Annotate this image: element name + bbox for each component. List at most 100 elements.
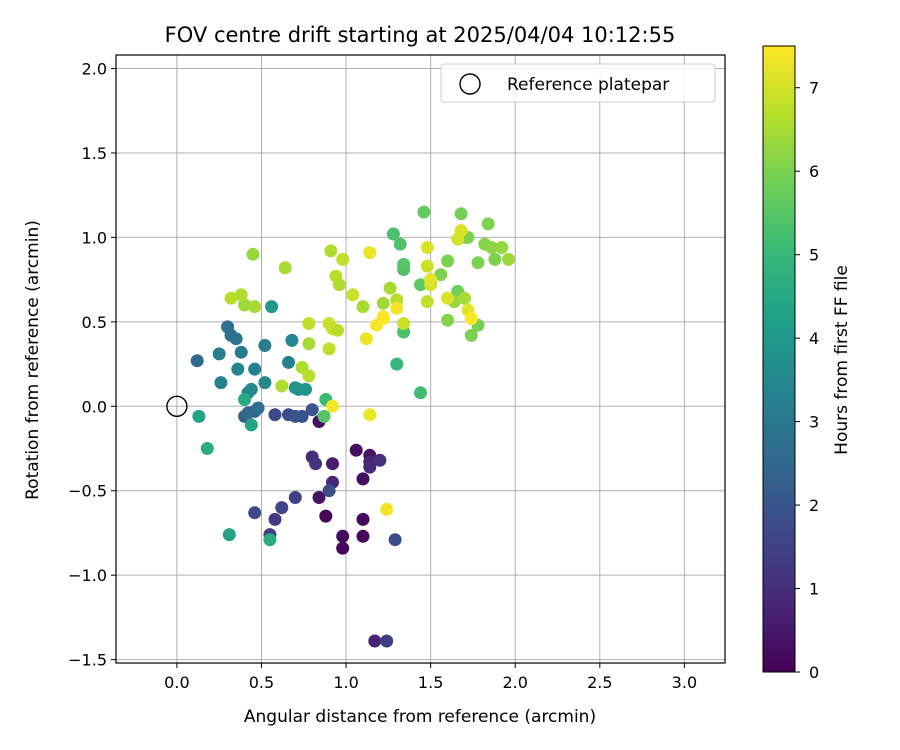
colorbar: 0 1 2 3 4 5 6 7 Hours from first FF file bbox=[762, 45, 852, 682]
y-axis-ticks: −1.5 −1.0 −0.5 0.0 0.5 1.0 1.5 2.0 bbox=[68, 60, 116, 670]
data-point bbox=[464, 312, 478, 325]
data-point bbox=[368, 634, 382, 648]
data-point bbox=[386, 227, 400, 241]
x-tick-label: 0.0 bbox=[164, 673, 189, 692]
data-point bbox=[356, 529, 370, 543]
data-point bbox=[309, 457, 323, 471]
data-point bbox=[380, 634, 394, 648]
colorbar-label: Hours from first FF file bbox=[832, 265, 852, 455]
reference-platepar-point bbox=[166, 395, 188, 417]
data-point bbox=[326, 457, 339, 471]
data-point bbox=[441, 313, 455, 327]
data-point bbox=[322, 484, 336, 498]
data-point bbox=[397, 257, 411, 271]
data-point bbox=[200, 442, 214, 455]
data-point bbox=[488, 252, 502, 266]
data-point bbox=[248, 362, 262, 376]
colorbar-tick-label: 2 bbox=[809, 496, 819, 515]
data-point bbox=[326, 399, 339, 413]
legend-label: Reference platepar bbox=[507, 75, 669, 95]
data-point bbox=[390, 357, 404, 371]
data-point bbox=[192, 409, 206, 423]
colorbar-tick-label: 1 bbox=[809, 580, 819, 599]
chart-title: FOV centre drift starting at 2025/04/04 … bbox=[165, 23, 676, 47]
data-point bbox=[288, 491, 302, 504]
x-tick-label: 2.0 bbox=[503, 673, 528, 692]
x-tick-label: 0.5 bbox=[249, 673, 274, 692]
data-point bbox=[454, 207, 468, 221]
data-point bbox=[420, 295, 434, 309]
x-tick-label: 1.5 bbox=[418, 673, 443, 692]
y-tick-label: 1.5 bbox=[82, 144, 107, 163]
data-point bbox=[363, 246, 377, 260]
x-axis-label: Angular distance from reference (arcmin) bbox=[244, 707, 596, 727]
data-point bbox=[331, 323, 345, 337]
colorbar-tick-label: 5 bbox=[809, 246, 819, 265]
data-point bbox=[356, 512, 370, 526]
data-point bbox=[234, 288, 248, 302]
y-tick-label: 1.0 bbox=[82, 228, 107, 247]
data-points bbox=[190, 205, 515, 648]
data-point bbox=[373, 453, 387, 467]
colorbar-tick-label: 6 bbox=[809, 162, 819, 181]
data-point bbox=[441, 254, 455, 268]
data-point bbox=[275, 501, 289, 515]
data-point bbox=[481, 217, 495, 231]
data-point bbox=[268, 512, 282, 526]
y-tick-label: 0.0 bbox=[82, 397, 107, 416]
data-point bbox=[278, 261, 292, 275]
data-point bbox=[214, 376, 228, 390]
data-point bbox=[285, 333, 299, 347]
data-point bbox=[502, 252, 515, 266]
data-point bbox=[464, 328, 478, 342]
x-tick-label: 1.0 bbox=[333, 673, 358, 692]
data-point bbox=[246, 247, 260, 261]
data-point bbox=[356, 472, 370, 486]
y-tick-label: −0.5 bbox=[68, 482, 107, 501]
colorbar-tick-label: 3 bbox=[809, 413, 819, 432]
data-point bbox=[388, 533, 402, 547]
data-point bbox=[495, 241, 509, 254]
data-point bbox=[231, 362, 245, 376]
data-point bbox=[336, 541, 350, 555]
data-point bbox=[336, 529, 350, 543]
data-point bbox=[229, 332, 243, 346]
legend-marker-icon bbox=[459, 73, 481, 95]
data-point bbox=[258, 376, 272, 390]
legend-box bbox=[440, 63, 716, 103]
data-point bbox=[359, 332, 373, 346]
data-point bbox=[319, 509, 333, 523]
data-point bbox=[420, 241, 434, 254]
plot-frame bbox=[115, 54, 726, 664]
data-point bbox=[383, 281, 397, 295]
data-point bbox=[397, 317, 411, 330]
colorbar-tick-label: 0 bbox=[809, 663, 819, 682]
data-point bbox=[302, 369, 316, 383]
data-point bbox=[414, 386, 427, 400]
data-point bbox=[302, 337, 316, 351]
data-point bbox=[363, 460, 377, 474]
data-point bbox=[241, 406, 255, 420]
colorbar-ticks: 0 1 2 3 4 5 6 7 bbox=[795, 79, 819, 682]
data-point bbox=[346, 288, 360, 302]
data-point bbox=[244, 418, 258, 432]
data-point bbox=[376, 296, 390, 310]
x-tick-label: 2.5 bbox=[587, 673, 612, 692]
data-point bbox=[393, 237, 407, 251]
data-point bbox=[424, 273, 438, 287]
data-point bbox=[356, 300, 370, 314]
data-point bbox=[251, 401, 265, 415]
data-point bbox=[258, 339, 272, 352]
colorbar-tick-label: 4 bbox=[809, 329, 819, 348]
data-point bbox=[471, 256, 485, 270]
colorbar-tick-label: 7 bbox=[809, 79, 819, 98]
legend: Reference platepar bbox=[440, 63, 716, 103]
x-axis-ticks: 0.0 0.5 1.0 1.5 2.0 2.5 3.0 bbox=[164, 663, 697, 692]
data-point bbox=[263, 533, 277, 547]
data-point bbox=[212, 347, 226, 361]
data-point bbox=[434, 268, 448, 282]
data-point bbox=[317, 409, 331, 423]
data-point bbox=[244, 382, 258, 396]
reference-marker bbox=[166, 395, 188, 417]
